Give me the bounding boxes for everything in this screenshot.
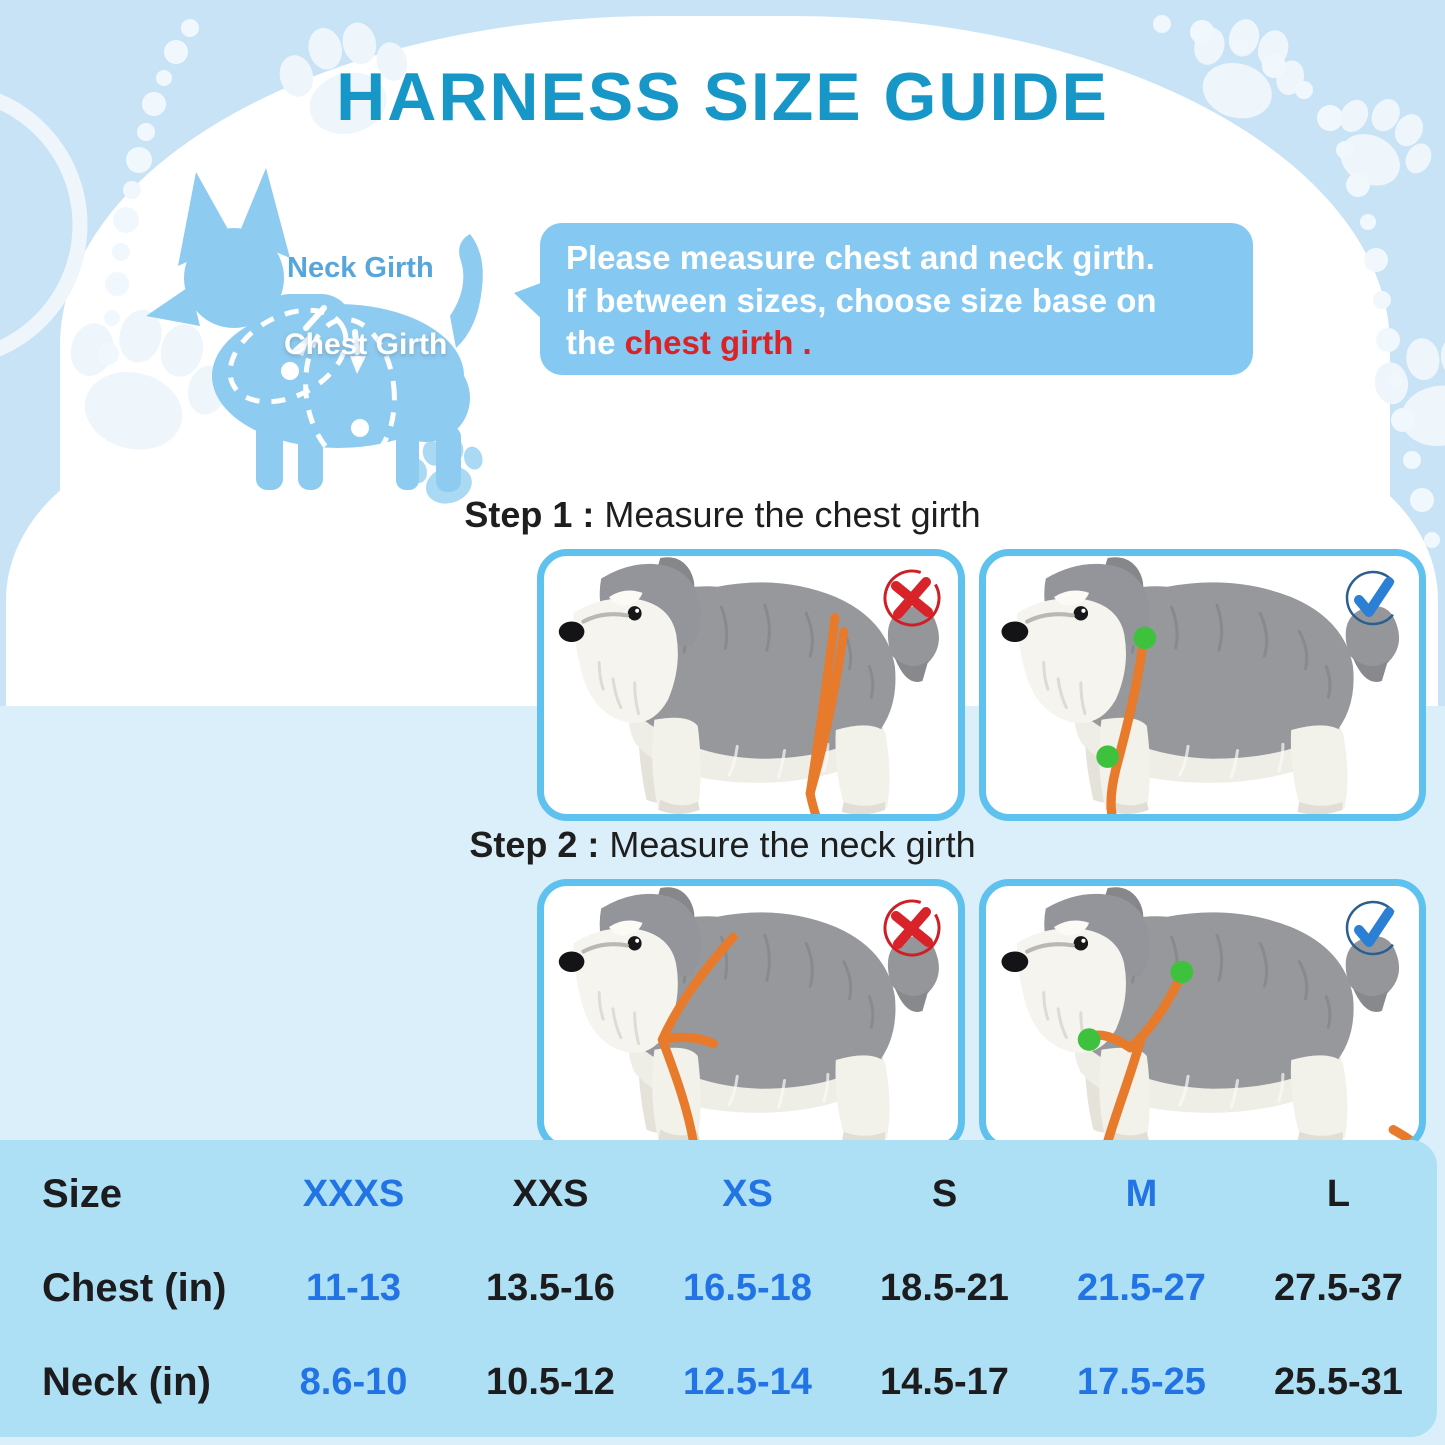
chest-cell: 11-13 [305, 1266, 402, 1309]
red-x-icon [880, 896, 944, 960]
size-cell: XXXS [302, 1173, 405, 1216]
blue-check-icon [1341, 896, 1405, 960]
step1-wrong-card [537, 549, 965, 821]
measure-point-dot [1133, 626, 1157, 650]
dog-photo-illustration [544, 556, 958, 814]
dog-photo-illustration [544, 886, 958, 1144]
chest-cell: 18.5-21 [880, 1266, 1009, 1309]
chest-cell: 16.5-18 [683, 1266, 812, 1309]
row-header: Chest (in) [42, 1265, 227, 1310]
chest-girth-label: Chest Girth [284, 328, 448, 361]
chest-cell: 21.5-27 [1077, 1266, 1206, 1309]
chest-cell: 13.5-16 [486, 1266, 615, 1309]
chihuahua-silhouette-diagram [146, 168, 483, 492]
neck-girth-label: Neck Girth [287, 252, 434, 284]
table-row-chest: Chest (in) 11-13 13.5-16 16.5-18 18.5-21… [0, 1242, 1437, 1336]
neck-cell: 12.5-14 [683, 1360, 812, 1403]
bubble-line-2: If between sizes, choose size base on [566, 281, 1157, 319]
size-cell: M [1125, 1173, 1158, 1216]
dog-photo-illustration [986, 886, 1419, 1144]
size-cell: XS [722, 1173, 773, 1216]
measuring-tape [1088, 969, 1419, 1144]
size-cell: L [1326, 1173, 1351, 1216]
blue-check-icon [1341, 566, 1405, 630]
row-header: Size [42, 1172, 123, 1217]
size-cell: S [931, 1173, 958, 1216]
measuring-tape [657, 932, 738, 1144]
measure-point-dot [1096, 745, 1119, 768]
step1-correct-card [979, 549, 1426, 821]
neck-cell: 25.5-31 [1274, 1360, 1403, 1403]
neck-cell: 10.5-12 [486, 1360, 615, 1403]
measure-point-dot [1077, 1028, 1101, 1051]
size-table: Size XXXS XXS XS S M L Chest (in) 11-13 … [0, 1140, 1437, 1437]
table-row-neck: Neck (in) 8.6-10 10.5-12 12.5-14 14.5-17… [0, 1335, 1437, 1429]
page-title: HARNESS SIZE GUIDE [336, 59, 1109, 135]
dog-photo-illustration [986, 556, 1419, 814]
step2-heading: Step 2 : Measure the neck girth [469, 824, 976, 865]
chest-cell: 27.5-37 [1274, 1266, 1403, 1309]
size-cell: XXS [512, 1173, 589, 1216]
bubble-line-1: Please measure chest and neck girth. [566, 239, 1155, 276]
step2-correct-card [979, 879, 1426, 1151]
measure-advice-bubble: Please measure chest and neck girth. If … [514, 223, 1253, 375]
row-header: Neck (in) [42, 1359, 211, 1404]
red-x-icon [880, 566, 944, 630]
step1-heading: Step 1 : Measure the chest girth [464, 494, 981, 535]
measure-point-dot [1170, 960, 1194, 984]
step2-wrong-card [537, 879, 965, 1151]
size-table-panel: Size XXXS XXS XS S M L Chest (in) 11-13 … [0, 1140, 1437, 1437]
neck-cell: 17.5-25 [1077, 1360, 1206, 1403]
neck-cell: 8.6-10 [299, 1360, 408, 1403]
bubble-line-3: the chest girth . [566, 324, 812, 362]
chest-girth-highlight: chest girth . [624, 324, 812, 362]
measuring-tape [805, 612, 849, 814]
table-row-size: Size XXXS XXS XS S M L [0, 1148, 1437, 1242]
neck-cell: 14.5-17 [880, 1360, 1009, 1403]
